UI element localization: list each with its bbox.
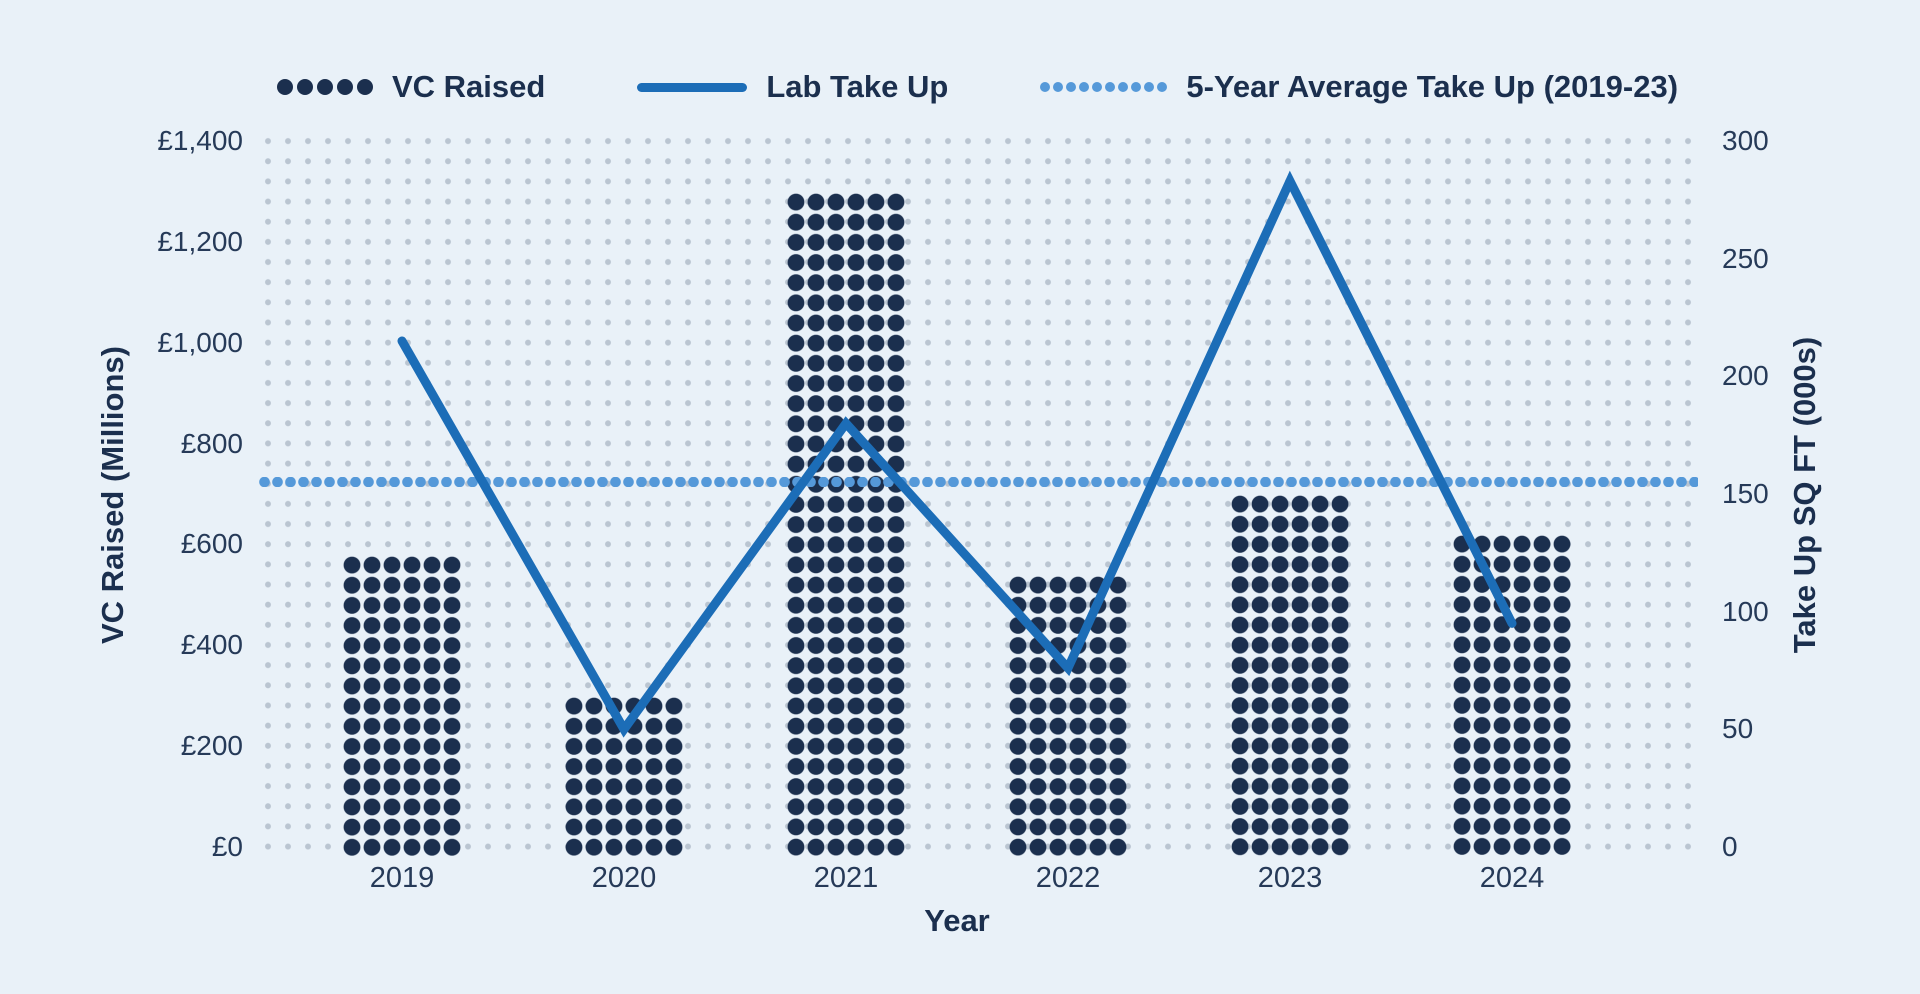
plot-area — [258, 131, 1698, 858]
x-axis-tick-2023: 2023 — [1257, 862, 1323, 894]
right-axis-tick: 0 — [1722, 831, 1738, 862]
x-axis-tick-2024: 2024 — [1479, 862, 1545, 894]
left-axis-tick: £400 — [180, 629, 243, 661]
vc-raised-bar-2024 — [1452, 534, 1572, 858]
left-axis-tick: £1,400 — [157, 125, 243, 156]
left-axis-tick: £200 — [180, 730, 243, 762]
x-axis-tick-2022: 2022 — [1035, 862, 1101, 894]
legend-item: Lab Take Up — [637, 69, 948, 105]
right-axis-tick: 300 — [1722, 125, 1769, 156]
left-axis-tick: £0 — [211, 831, 243, 862]
right-axis-tick: 250 — [1722, 242, 1769, 274]
right-axis-tick: 200 — [1722, 360, 1769, 392]
vc-raised-swatch-icon — [276, 79, 373, 95]
x-axis-tick-2021: 2021 — [813, 862, 879, 894]
x-axis-tick-2020: 2020 — [591, 862, 657, 894]
average-line-swatch-icon — [1040, 82, 1168, 92]
legend-label: Lab Take Up — [766, 69, 949, 104]
chart-legend: VC Raised Lab Take Up 5-Year Average Take … — [255, 58, 1700, 116]
left-axis-title: VC Raised (Millions) — [95, 346, 130, 644]
vc-raised-bar-2019 — [342, 554, 462, 858]
vc-raised-bar-2021 — [786, 191, 906, 858]
right-axis-tick: 100 — [1722, 595, 1769, 627]
left-axis-tick: £1,200 — [157, 225, 243, 257]
legend-item: 5-Year Average Take Up (2019-23) — [1040, 69, 1678, 105]
lab-take-up-line — [397, 170, 1517, 738]
lab-take-up-swatch-icon — [637, 82, 748, 92]
x-axis-title: Year — [924, 903, 990, 938]
legend-label: VC Raised — [391, 69, 546, 104]
left-axis-tick: £600 — [180, 528, 243, 560]
average-reference-line — [258, 477, 1698, 488]
vc-raised-bar-2023 — [1230, 494, 1350, 858]
legend-label: 5-Year Average Take Up (2019-23) — [1186, 69, 1679, 104]
right-axis-tick: 50 — [1722, 713, 1754, 745]
left-axis-tick: £1,000 — [157, 326, 243, 358]
x-axis-tick-2019: 2019 — [369, 862, 435, 894]
legend-item: VC Raised — [276, 69, 546, 105]
right-axis-tick: 150 — [1722, 478, 1769, 509]
right-axis-title: Take Up SQ FT (000s) — [1787, 336, 1822, 654]
left-axis-tick: £800 — [180, 427, 243, 459]
